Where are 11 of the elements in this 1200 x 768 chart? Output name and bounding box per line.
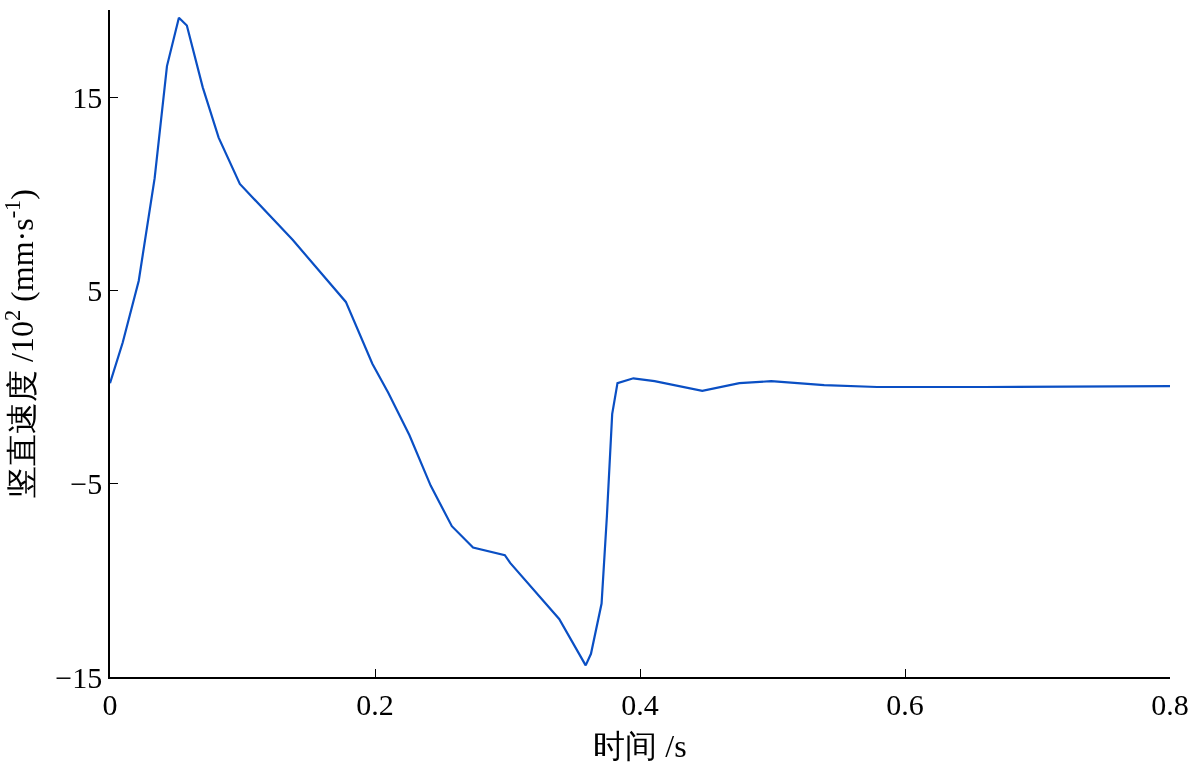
x-tick-label: 0.6 (886, 687, 924, 721)
line-series (110, 16, 1170, 667)
x-tick-label: 0 (102, 687, 118, 721)
y-tick-label: −15 (55, 660, 103, 694)
x-tick-label: 0.4 (621, 687, 659, 721)
x-axis-title: 时间 /s (593, 728, 687, 765)
y-tick-label: −5 (70, 467, 103, 501)
x-tick-label: 0.2 (356, 687, 394, 721)
x-tick-label: 0.8 (1151, 687, 1189, 721)
y-tick-label: 15 (72, 80, 103, 114)
y-tick-label: 5 (87, 273, 103, 307)
